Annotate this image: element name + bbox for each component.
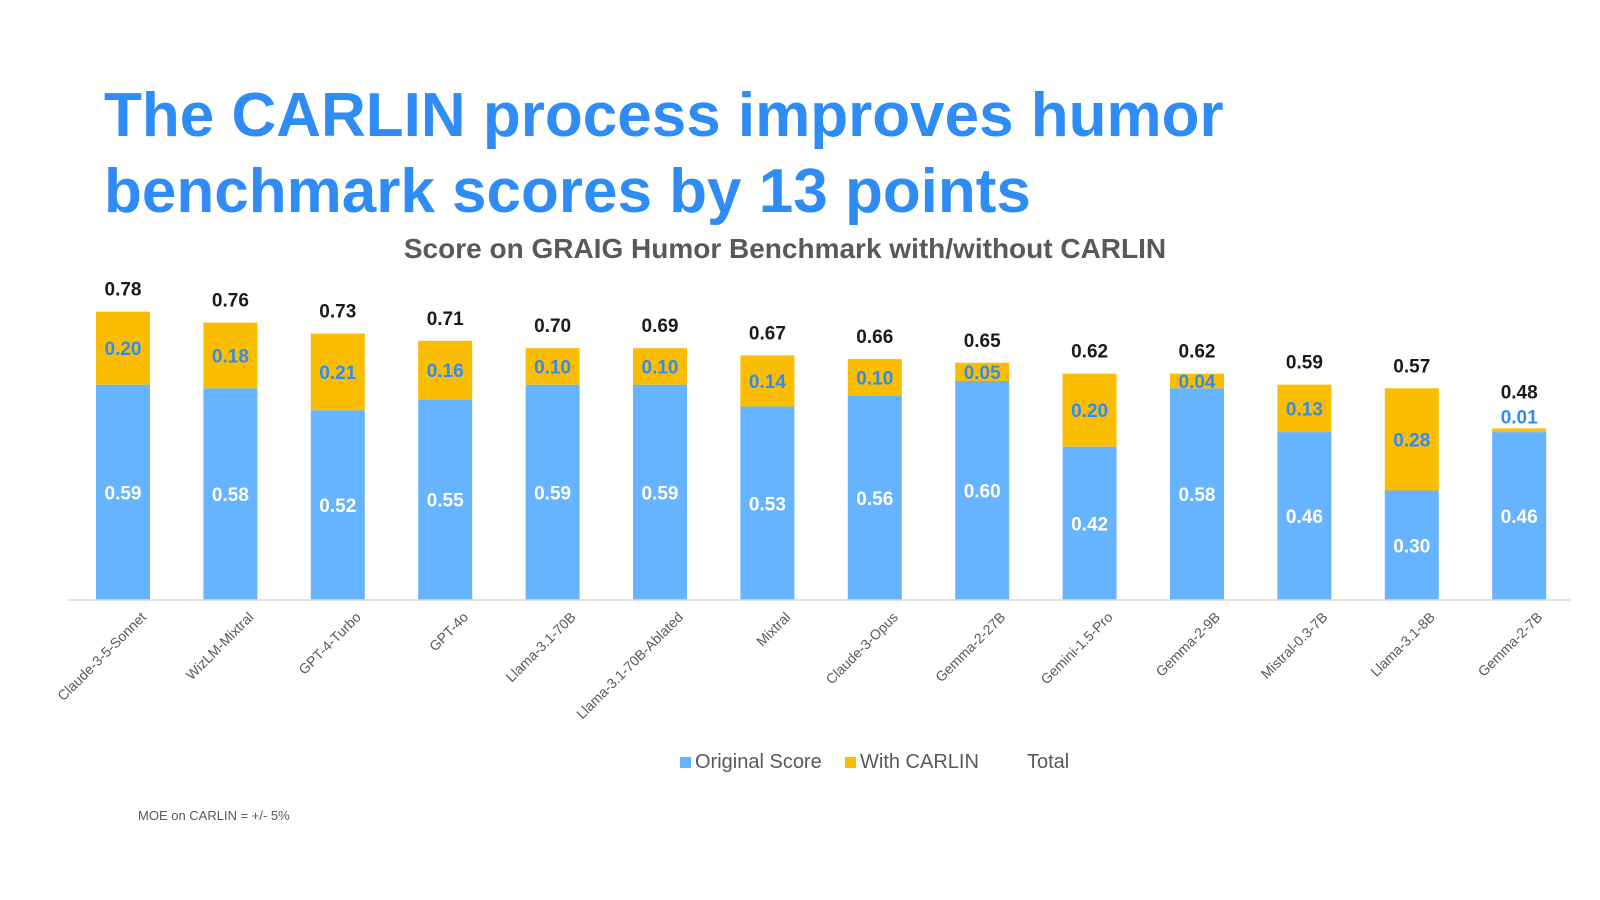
bar-original-score	[955, 381, 1010, 600]
x-tick-label: Gemma-2-7B	[1475, 609, 1546, 680]
data-label-carlin: 0.13	[1286, 399, 1323, 420]
x-tick-label: Claude-3-Opus	[822, 609, 900, 687]
bar-original-score	[1492, 432, 1547, 600]
bar-original-score	[1062, 446, 1117, 600]
bar-original-score	[847, 395, 902, 600]
data-label-total: 0.78	[105, 280, 142, 301]
data-label-original: 0.59	[534, 483, 571, 504]
legend-label: Original Score	[695, 751, 822, 773]
footnote: MOE on CARLIN = +/- 5%	[138, 808, 290, 823]
x-tick-label: Llama-3.1-70B-Ablated	[573, 609, 686, 722]
bar-with-carlin	[418, 340, 473, 400]
data-label-total: 0.66	[856, 327, 893, 348]
x-tick-label: Claude-3-5-Sonnet	[54, 609, 149, 704]
x-tick-label: Gemini-1.5-Pro	[1037, 609, 1116, 688]
bar-with-carlin	[1492, 428, 1547, 433]
bar-with-carlin	[1384, 388, 1439, 491]
slide-title-line-2: benchmark scores by 13 points	[104, 157, 1031, 226]
bar-with-carlin	[310, 333, 365, 411]
chart-bars	[96, 311, 1547, 600]
data-label-total: 0.73	[319, 302, 356, 323]
data-label-original: 0.55	[427, 491, 464, 512]
x-tick-label: GPT-4o	[426, 609, 472, 655]
data-label-carlin: 0.05	[964, 363, 1001, 384]
x-tick-label: Gemma-2-9B	[1152, 609, 1223, 680]
data-label-carlin: 0.20	[105, 339, 142, 360]
bar-original-score	[418, 399, 473, 600]
data-label-total: 0.57	[1393, 356, 1430, 377]
data-label-carlin: 0.14	[749, 372, 786, 393]
legend-swatch	[845, 757, 856, 768]
bar-original-score	[525, 384, 580, 600]
data-label-original: 0.59	[105, 483, 142, 504]
data-label-total: 0.76	[212, 291, 249, 312]
bar-original-score	[310, 410, 365, 600]
bar-original-score	[1384, 490, 1439, 600]
bar-with-carlin	[203, 322, 258, 389]
bar-original-score	[1170, 388, 1224, 600]
data-label-total: 0.71	[427, 309, 464, 330]
chart-legend: Original Score With CARLIN Total	[680, 751, 1069, 773]
bar-with-carlin	[96, 311, 150, 385]
x-tick-label: Mistral-0.3-7B	[1258, 609, 1331, 682]
data-label-original: 0.59	[642, 483, 679, 504]
chart-labels: 0.59 0.20 0.78 0.58 0.18 0.76 0.52 0.21 0.73 0.55…	[105, 280, 1539, 558]
data-label-original: 0.58	[212, 485, 249, 506]
data-label-original: 0.58	[1179, 485, 1216, 506]
legend-swatch	[680, 757, 691, 768]
x-tick-label: Llama-3.1-70B	[502, 609, 578, 685]
bar-original-score	[1277, 432, 1332, 600]
data-label-total: 0.62	[1179, 342, 1216, 363]
bar-with-carlin	[1062, 373, 1117, 447]
bar-with-carlin	[633, 348, 687, 385]
bar-original-score	[740, 406, 795, 600]
bar-with-carlin	[740, 355, 795, 407]
data-label-original: 0.30	[1393, 536, 1430, 557]
data-label-total: 0.65	[964, 331, 1001, 352]
x-tick-label: Mixtral	[753, 609, 793, 649]
legend-label: Total	[1027, 751, 1069, 773]
data-label-original: 0.46	[1501, 507, 1538, 528]
data-label-carlin: 0.20	[1071, 401, 1108, 422]
bar-original-score	[633, 384, 687, 600]
bar-with-carlin	[955, 362, 1010, 381]
data-label-carlin: 0.10	[856, 368, 893, 389]
slide-title-line-1: The CARLIN process improves humor	[104, 81, 1224, 150]
bar-with-carlin	[1277, 384, 1332, 433]
data-label-original: 0.56	[856, 489, 893, 510]
data-label-carlin: 0.01	[1501, 407, 1538, 428]
data-label-original: 0.52	[319, 496, 356, 517]
data-label-total: 0.70	[534, 316, 571, 337]
data-label-total: 0.67	[749, 323, 786, 344]
data-label-total: 0.48	[1501, 382, 1538, 403]
legend-label: With CARLIN	[860, 751, 979, 773]
slide-title: The CARLIN process improves humor benchm…	[104, 78, 1404, 230]
x-tick-label: Llama-3.1-8B	[1367, 609, 1438, 680]
data-label-total: 0.62	[1071, 342, 1108, 363]
data-label-original: 0.42	[1071, 514, 1108, 535]
bar-original-score	[96, 384, 150, 600]
data-label-carlin: 0.21	[319, 363, 356, 384]
chart-title: Score on GRAIG Humor Benchmark with/with…	[404, 233, 1166, 264]
bar-with-carlin	[847, 359, 902, 396]
data-label-total: 0.59	[1286, 353, 1323, 374]
data-label-carlin: 0.28	[1393, 430, 1430, 451]
x-tick-label: WizLM-Mixtral	[183, 609, 257, 683]
data-label-carlin: 0.10	[642, 357, 679, 378]
x-tick-label: GPT-4-Turbo	[295, 609, 364, 678]
data-label-original: 0.46	[1286, 507, 1323, 528]
data-label-original: 0.53	[749, 494, 786, 515]
data-label-carlin: 0.18	[212, 346, 249, 367]
bar-with-carlin	[525, 348, 580, 385]
x-tick-labels: Claude-3-5-Sonnet WizLM-Mixtral GPT-4-Turb…	[54, 609, 1545, 722]
data-label-carlin: 0.10	[534, 357, 571, 378]
data-label-total: 0.69	[642, 316, 679, 337]
data-label-carlin: 0.04	[1179, 372, 1216, 393]
data-label-carlin: 0.16	[427, 361, 464, 382]
bar-original-score	[203, 388, 258, 600]
data-label-original: 0.60	[964, 482, 1001, 503]
bar-with-carlin	[1170, 373, 1224, 389]
x-tick-label: Gemma-2-27B	[932, 609, 1008, 685]
